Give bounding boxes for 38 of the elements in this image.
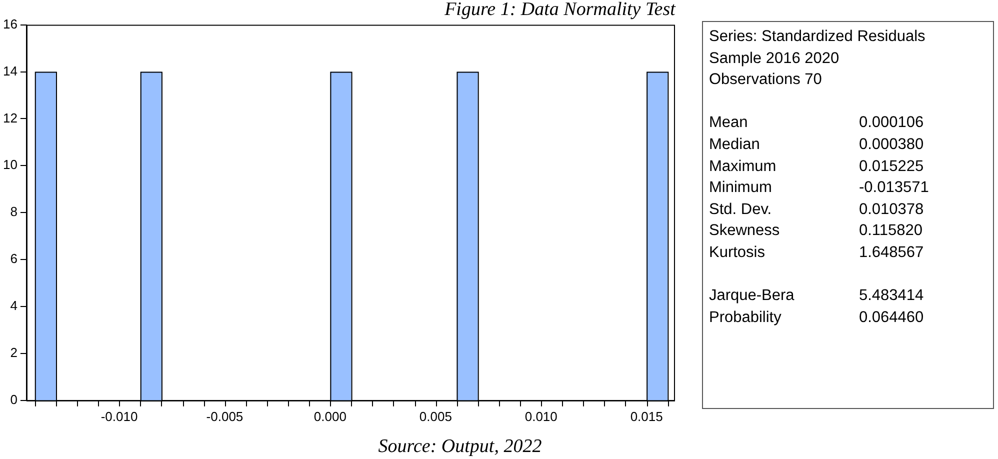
x-tick-label: 0.005 [419,408,452,424]
text: -0.013571 [859,179,929,196]
category-label: Minimum [709,178,773,198]
category-label: Maximum [709,156,778,177]
category-label: Std. Dev. [709,200,773,220]
y-tick-label: 6 [10,251,18,266]
text: Observations 70 [709,70,823,90]
text: 0.064460 [859,308,924,326]
y-tick-label: 2 [10,345,18,360]
category-label: Kurtosis [709,242,766,263]
text: Series: Standardized Residuals [709,27,926,47]
text: 0.000106 [859,114,924,132]
text: 1.648567 [859,244,924,261]
y-tick-label: 14 [2,63,18,78]
category-label: Median [709,134,761,155]
x-tick-label: 0.000 [314,408,346,424]
text: 0.010378 [859,200,924,218]
x-tick-label: -0.005 [206,408,244,424]
x-tick-label: -0.010 [100,408,138,424]
source-note: Source: Output, 2022 [377,436,543,458]
text: Sample 2016 2020 [709,48,840,69]
category-label: Skewness [709,221,781,242]
text: 0.115820 [859,222,922,240]
text: 0.015225 [859,158,924,175]
x-tick-label: 0.015 [630,408,663,424]
x-tick-label: 0.010 [524,408,558,424]
y-tick-label: 0 [10,392,18,407]
chart-title: Figure 1: Data Normality Test [444,0,677,20]
y-tick-label: 12 [2,110,18,126]
y-tick-label: 10 [2,157,18,172]
y-tick-label: 4 [10,298,18,314]
y-tick-label: 8 [10,204,18,220]
text: 0.000380 [859,136,924,153]
category-label: Jarque-Bera [709,286,796,306]
category-label: Mean [709,113,749,134]
y-tick-label: 16 [2,16,18,32]
category-label: Probability [709,308,782,328]
text: 5.483414 [859,287,924,304]
